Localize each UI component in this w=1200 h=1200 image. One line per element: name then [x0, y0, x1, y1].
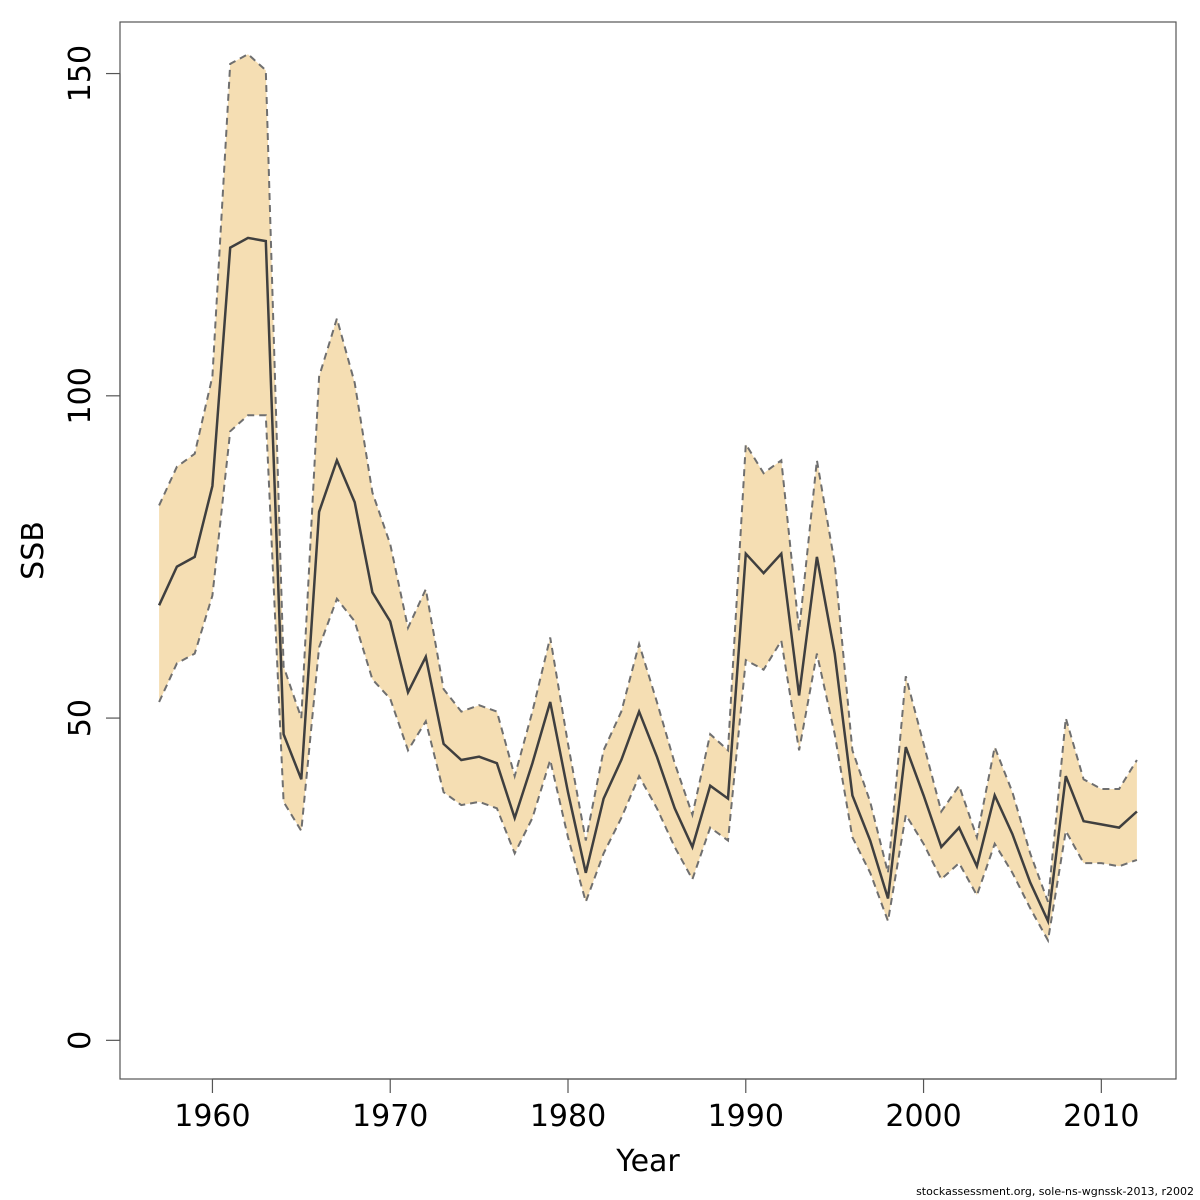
x-axis: 1960 1970 1980 1990 2000 2010: [174, 1078, 1140, 1134]
y-tick-label: 150: [63, 45, 98, 102]
x-tick-label: 1980: [530, 1099, 606, 1134]
source-caption: stockassessment.org, sole-ns-wgnssk-2013…: [916, 1185, 1194, 1198]
lower-bound-line: [158, 414, 1138, 944]
ssb-estimate-line: [157, 236, 1138, 926]
y-axis-title: SSB: [16, 521, 51, 580]
x-tick-label: 2000: [885, 1099, 961, 1134]
y-tick-label: 50: [63, 699, 98, 737]
x-tick-label: 1990: [708, 1099, 784, 1134]
series-line-layer: [157, 52, 1138, 944]
confidence-band-layer: [159, 54, 1137, 941]
x-tick-label: 1970: [352, 1099, 428, 1134]
upper-bound-line: [158, 52, 1138, 903]
x-tick-label: 2010: [1063, 1099, 1139, 1134]
y-axis: 0 50 100 150: [63, 45, 121, 1050]
x-axis-title: Year: [615, 1144, 680, 1179]
y-tick-label: 100: [63, 367, 98, 424]
confidence-band: [159, 54, 1137, 941]
x-tick-label: 1960: [174, 1099, 250, 1134]
y-tick-label: 0: [63, 1031, 98, 1050]
